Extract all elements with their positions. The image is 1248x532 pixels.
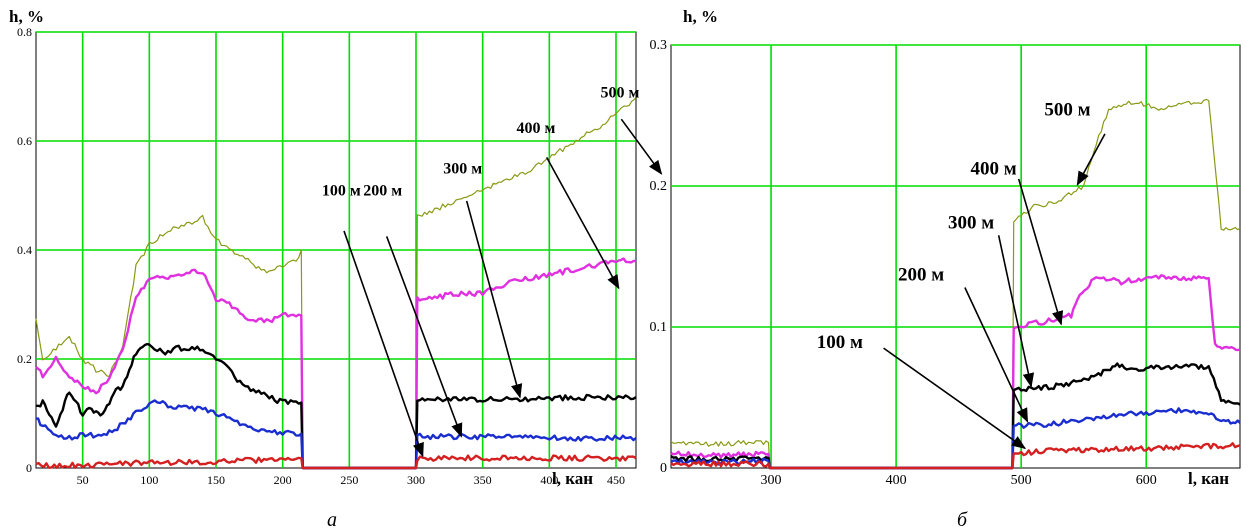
y-tick-label: 0.1 (650, 320, 668, 335)
annotation-arrow (1017, 178, 1064, 326)
annotation-label: 200 м (898, 264, 944, 285)
annotation-label: 100 м (322, 183, 361, 200)
x-axis-label-b: l, кан (1188, 469, 1229, 488)
y-axis-label-b: h, % (683, 7, 718, 26)
chart-panel-b: h, % l, кан б 300 400 500 600 0 0.1 0.2 0.3 100… (650, 7, 1241, 531)
y-tick-label: 0.2 (17, 352, 32, 366)
gridlines-b (670, 44, 1241, 469)
y-tick-label: 0.4 (17, 243, 32, 257)
x-tick-label: 250 (340, 473, 358, 487)
annotation-arrow (465, 200, 523, 399)
series-group-b (670, 98, 1241, 470)
y-tick-label: 0 (660, 461, 667, 476)
y-tick-label: 0.6 (17, 134, 32, 148)
tick-labels-b: 300 400 500 600 0 0.1 0.2 0.3 (650, 38, 1157, 488)
series-line-400-м (35, 257, 637, 470)
annotation-labels-a: 100 м 200 м 300 м 400 м 500 м (322, 84, 640, 199)
panel-label-a: а (327, 509, 337, 531)
annotation-label: 400 м (517, 120, 556, 137)
chart-panel-a: h, % l, кан а 50 100 150 200 250 300 350 400 450… (9, 7, 663, 531)
x-tick-label: 300 (407, 473, 425, 487)
annotation-arrow (1076, 133, 1106, 186)
plot-frame (670, 44, 1241, 469)
annotation-arrows-a (343, 118, 663, 458)
gridlines-a (35, 31, 637, 469)
x-tick-label: 450 (607, 473, 625, 487)
annotation-arrow (385, 236, 463, 438)
annotation-label: 200 м (363, 183, 402, 200)
tick-labels-a: 50 100 150 200 250 300 350 400 450 0 0.2 0.4 0.6 0.8 (17, 25, 625, 487)
y-tick-label: 0.8 (17, 25, 32, 39)
x-tick-label: 150 (207, 473, 225, 487)
x-tick-label: 50 (77, 473, 89, 487)
annotation-label: 500 м (601, 84, 640, 101)
x-tick-label: 350 (474, 473, 492, 487)
y-axis-label-a: h, % (9, 7, 44, 26)
panel-label-b: б (957, 509, 968, 531)
annotation-arrow (883, 347, 1027, 450)
annotation-arrow (620, 118, 663, 175)
series-group-a (35, 97, 637, 470)
series-line-300-м (36, 342, 637, 470)
x-tick-label: 500 (1011, 473, 1032, 488)
annotation-arrows-b (883, 133, 1106, 450)
x-axis-label-a: l, кан (552, 469, 593, 488)
series-line-100-м (35, 454, 637, 470)
annotation-labels-b: 100 м 200 м 300 м 400 м 500 м (817, 100, 1091, 354)
annotation-arrow (964, 287, 1029, 423)
series-line-400-м (670, 274, 1241, 470)
x-tick-label: 300 (761, 473, 782, 488)
series-line-100-м (670, 442, 1241, 470)
annotation-label: 100 м (817, 332, 863, 353)
annotation-label: 400 м (971, 159, 1017, 180)
annotation-arrow (997, 235, 1035, 388)
series-line-200-м (670, 407, 1241, 470)
annotation-label: 300 м (443, 161, 482, 178)
x-tick-label: 400 (540, 473, 558, 487)
y-tick-label: 0.2 (650, 179, 668, 194)
series-line-200-м (36, 399, 637, 470)
annotation-label: 500 м (1044, 100, 1090, 121)
annotation-arrow (545, 156, 620, 290)
annotation-arrow (343, 230, 424, 458)
y-tick-label: 0.3 (650, 38, 668, 53)
x-tick-label: 100 (140, 473, 158, 487)
x-tick-label: 400 (886, 473, 907, 488)
x-tick-label: 200 (274, 473, 292, 487)
x-tick-label: 600 (1136, 473, 1157, 488)
y-tick-label: 0 (26, 461, 32, 475)
annotation-label: 300 м (948, 212, 994, 233)
series-line-500-м (35, 97, 637, 469)
